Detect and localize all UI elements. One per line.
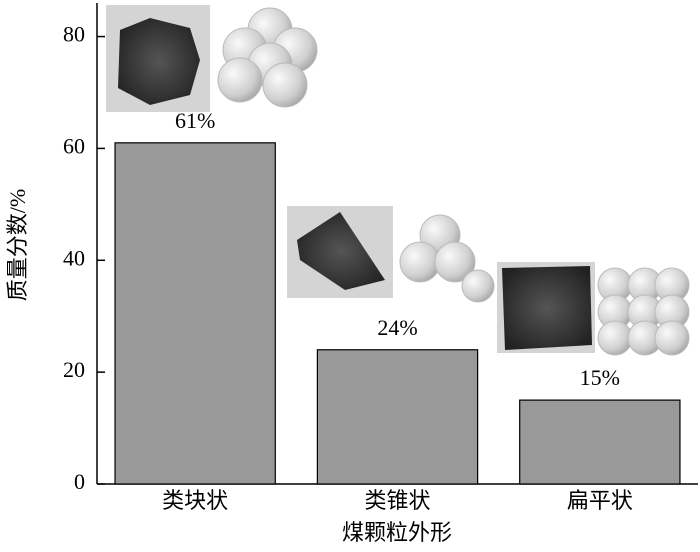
x-tick-label: 类锥状: [364, 488, 430, 513]
sphere-model: [399, 214, 495, 303]
sphere-model: [217, 7, 318, 108]
bar: [316, 349, 479, 485]
y-tick-label: 80: [63, 22, 85, 47]
y-axis-label: 质量分数/%: [5, 189, 30, 301]
x-tick-label: 扁平状: [567, 488, 633, 513]
x-tick-label: 类块状: [162, 488, 228, 513]
bar: [519, 399, 681, 485]
y-tick-label: 40: [63, 245, 85, 270]
y-tick-label: 0: [74, 469, 85, 494]
coal-piece: [297, 212, 385, 290]
value-label: 61%: [175, 108, 215, 133]
illustrations: [106, 5, 690, 356]
value-label: 15%: [580, 365, 620, 390]
coal-piece: [502, 266, 592, 350]
bar: [114, 142, 276, 485]
sphere-model: [597, 267, 690, 356]
coal-piece: [118, 18, 200, 105]
x-axis-label: 煤颗粒外形: [342, 520, 452, 545]
y-tick-label: 20: [63, 357, 85, 382]
value-label: 24%: [377, 315, 417, 340]
y-tick-label: 60: [63, 133, 85, 158]
